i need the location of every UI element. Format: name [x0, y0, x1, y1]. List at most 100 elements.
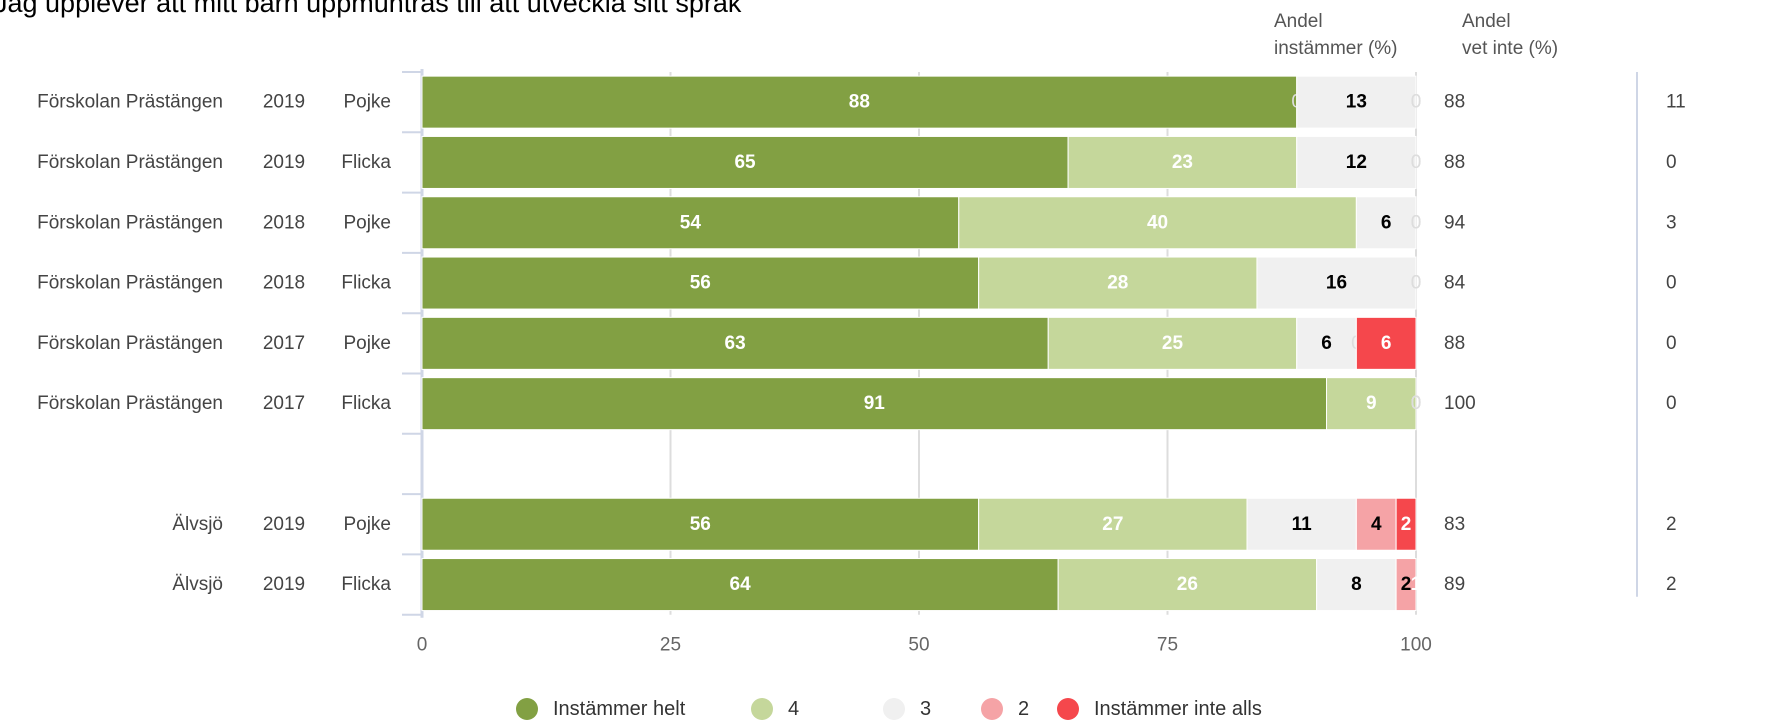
agree-share-value: 94	[1444, 212, 1466, 233]
legend-marker	[751, 698, 773, 720]
data-label: 16	[1326, 273, 1347, 294]
row-label-gender: Pojke	[343, 212, 391, 233]
data-label: 26	[1177, 574, 1198, 595]
data-label: 65	[734, 152, 756, 173]
data-label: 0	[1411, 393, 1422, 414]
row-label-gender: Flicka	[341, 152, 391, 173]
legend-label: 3	[920, 698, 931, 720]
data-label: 0	[1411, 273, 1422, 294]
data-label: 6	[1381, 212, 1392, 233]
row-label-year: 2018	[263, 273, 305, 294]
legend-label: 2	[1018, 698, 1029, 720]
bar-segment	[1355, 316, 1417, 370]
row-label-gender: Pojke	[343, 333, 391, 354]
data-label: 12	[1346, 152, 1367, 173]
bar-segment	[1355, 497, 1397, 551]
data-label: 54	[680, 212, 702, 233]
data-label: 0	[1411, 273, 1422, 294]
column-header-agree: Andel instämmer (%)	[1274, 8, 1398, 62]
data-label: 2	[1401, 574, 1412, 595]
row-label-school: Förskolan Prästängen	[37, 152, 223, 173]
agree-share-value: 88	[1444, 92, 1465, 113]
dont-know-share-value: 0	[1666, 152, 1677, 173]
bar-segment	[1395, 558, 1417, 612]
data-label: 8	[1351, 574, 1362, 595]
dont-know-share-value: 11	[1666, 92, 1686, 113]
bar-segment	[421, 196, 960, 250]
dont-know-share-value: 0	[1666, 393, 1677, 414]
bar-segment	[958, 196, 1357, 250]
row-label-gender: Flicka	[341, 393, 391, 414]
data-label: 13	[1346, 92, 1367, 113]
bar-segment	[421, 316, 1049, 370]
legend-marker	[981, 698, 1003, 720]
legend-label: 4	[788, 698, 799, 720]
bar-segment	[1355, 196, 1417, 250]
x-tick-label: 50	[908, 635, 929, 656]
data-label: 64	[730, 574, 752, 595]
agree-share-value: 100	[1444, 393, 1476, 414]
bar-segment	[1256, 256, 1417, 310]
legend-marker	[883, 698, 905, 720]
row-label-school: Förskolan Prästängen	[37, 393, 223, 414]
x-tick-label: 100	[1400, 635, 1432, 656]
bar-segment	[1296, 316, 1357, 370]
data-label: 0	[1411, 393, 1422, 414]
column-header-dont-know-line1: Andel	[1462, 11, 1511, 32]
data-label: 2	[1401, 514, 1412, 535]
data-label: 0	[1411, 92, 1422, 113]
x-tick-label: 25	[660, 635, 681, 656]
row-label-gender: Pojke	[343, 92, 391, 113]
legend-label: Instämmer helt	[553, 698, 686, 720]
data-label: 40	[1147, 212, 1168, 233]
agree-share-value: 88	[1444, 152, 1465, 173]
column-header-agree-line1: Andel	[1274, 11, 1323, 32]
legend-marker	[1057, 698, 1079, 720]
data-label: 56	[690, 514, 711, 535]
row-label-school: Förskolan Prästängen	[37, 273, 223, 294]
data-label: 56	[690, 273, 711, 294]
bar-segment	[1296, 135, 1417, 189]
row-label-year: 2019	[263, 574, 305, 595]
bar-segment	[421, 75, 1298, 129]
bar-segment	[421, 256, 980, 310]
data-label: 88	[849, 92, 870, 113]
row-label-year: 2019	[263, 152, 305, 173]
data-label: 0	[1411, 212, 1422, 233]
bar-segment	[421, 377, 1328, 431]
chart-title: Jag upplever att mitt barn uppmuntras ti…	[0, 0, 742, 18]
data-label: 23	[1172, 152, 1193, 173]
agree-share-value: 88	[1444, 333, 1465, 354]
row-label-year: 2019	[263, 514, 305, 535]
bar-segment	[978, 497, 1248, 551]
row-label-year: 2018	[263, 212, 305, 233]
data-label: 25	[1162, 333, 1184, 354]
agree-share-value: 84	[1444, 273, 1466, 294]
data-label: 0	[1411, 152, 1422, 173]
data-label: 0	[1411, 212, 1422, 233]
bar-segment	[421, 135, 1069, 189]
row-label-gender: Flicka	[341, 273, 391, 294]
bar-segment	[1067, 135, 1298, 189]
row-label-school: Förskolan Prästängen	[37, 92, 223, 113]
row-label-school: Förskolan Prästängen	[37, 212, 223, 233]
data-label: 4	[1371, 514, 1382, 535]
data-label: 28	[1107, 273, 1128, 294]
dont-know-share-value: 2	[1666, 514, 1677, 535]
row-label-gender: Pojke	[343, 514, 391, 535]
row-label-year: 2019	[263, 92, 305, 113]
x-tick-label: 0	[417, 635, 428, 656]
row-label-gender: Flicka	[341, 574, 391, 595]
row-label-year: 2017	[263, 393, 305, 414]
legend-marker	[516, 698, 538, 720]
column-header-agree-line2: instämmer (%)	[1274, 38, 1398, 59]
bar-segment	[1326, 377, 1417, 431]
legend-label: Instämmer inte alls	[1094, 698, 1262, 720]
agree-share-value: 83	[1444, 514, 1465, 535]
data-label: 11	[1292, 514, 1313, 535]
row-label-school: Förskolan Prästängen	[37, 333, 223, 354]
bar-segment	[1057, 558, 1318, 612]
row-label-school: Älvsjö	[172, 514, 223, 535]
